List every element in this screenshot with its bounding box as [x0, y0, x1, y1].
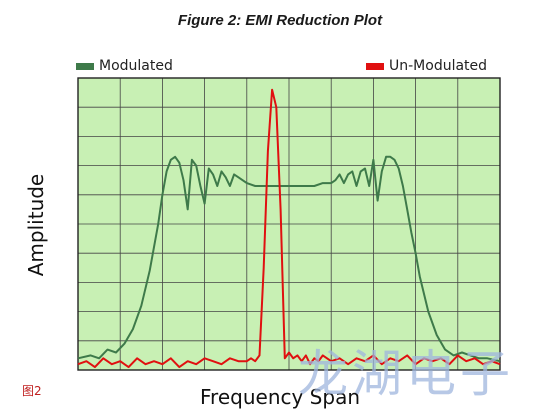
- legend-item-modulated: Modulated: [76, 58, 173, 74]
- legend-label-unmodulated: Un-Modulated: [389, 58, 488, 74]
- figure-title: Figure 2: EMI Reduction Plot: [177, 12, 383, 29]
- legend-swatch-modulated: [76, 62, 94, 70]
- legend-item-unmodulated: Un-Modulated: [366, 58, 487, 74]
- plot-border: [77, 77, 501, 371]
- series-line-modulated: [77, 155, 501, 363]
- x-axis-label: Frequency Span: [200, 385, 360, 409]
- legend-swatch-unmodulated: [366, 62, 384, 70]
- y-axis-label: Amplitude: [24, 173, 48, 277]
- legend-label-modulated: Modulated: [99, 58, 173, 74]
- figure-number-label: 图2: [22, 384, 42, 398]
- watermark: 龙湖电子: [298, 345, 514, 403]
- series-line-un-modulated: [77, 88, 501, 369]
